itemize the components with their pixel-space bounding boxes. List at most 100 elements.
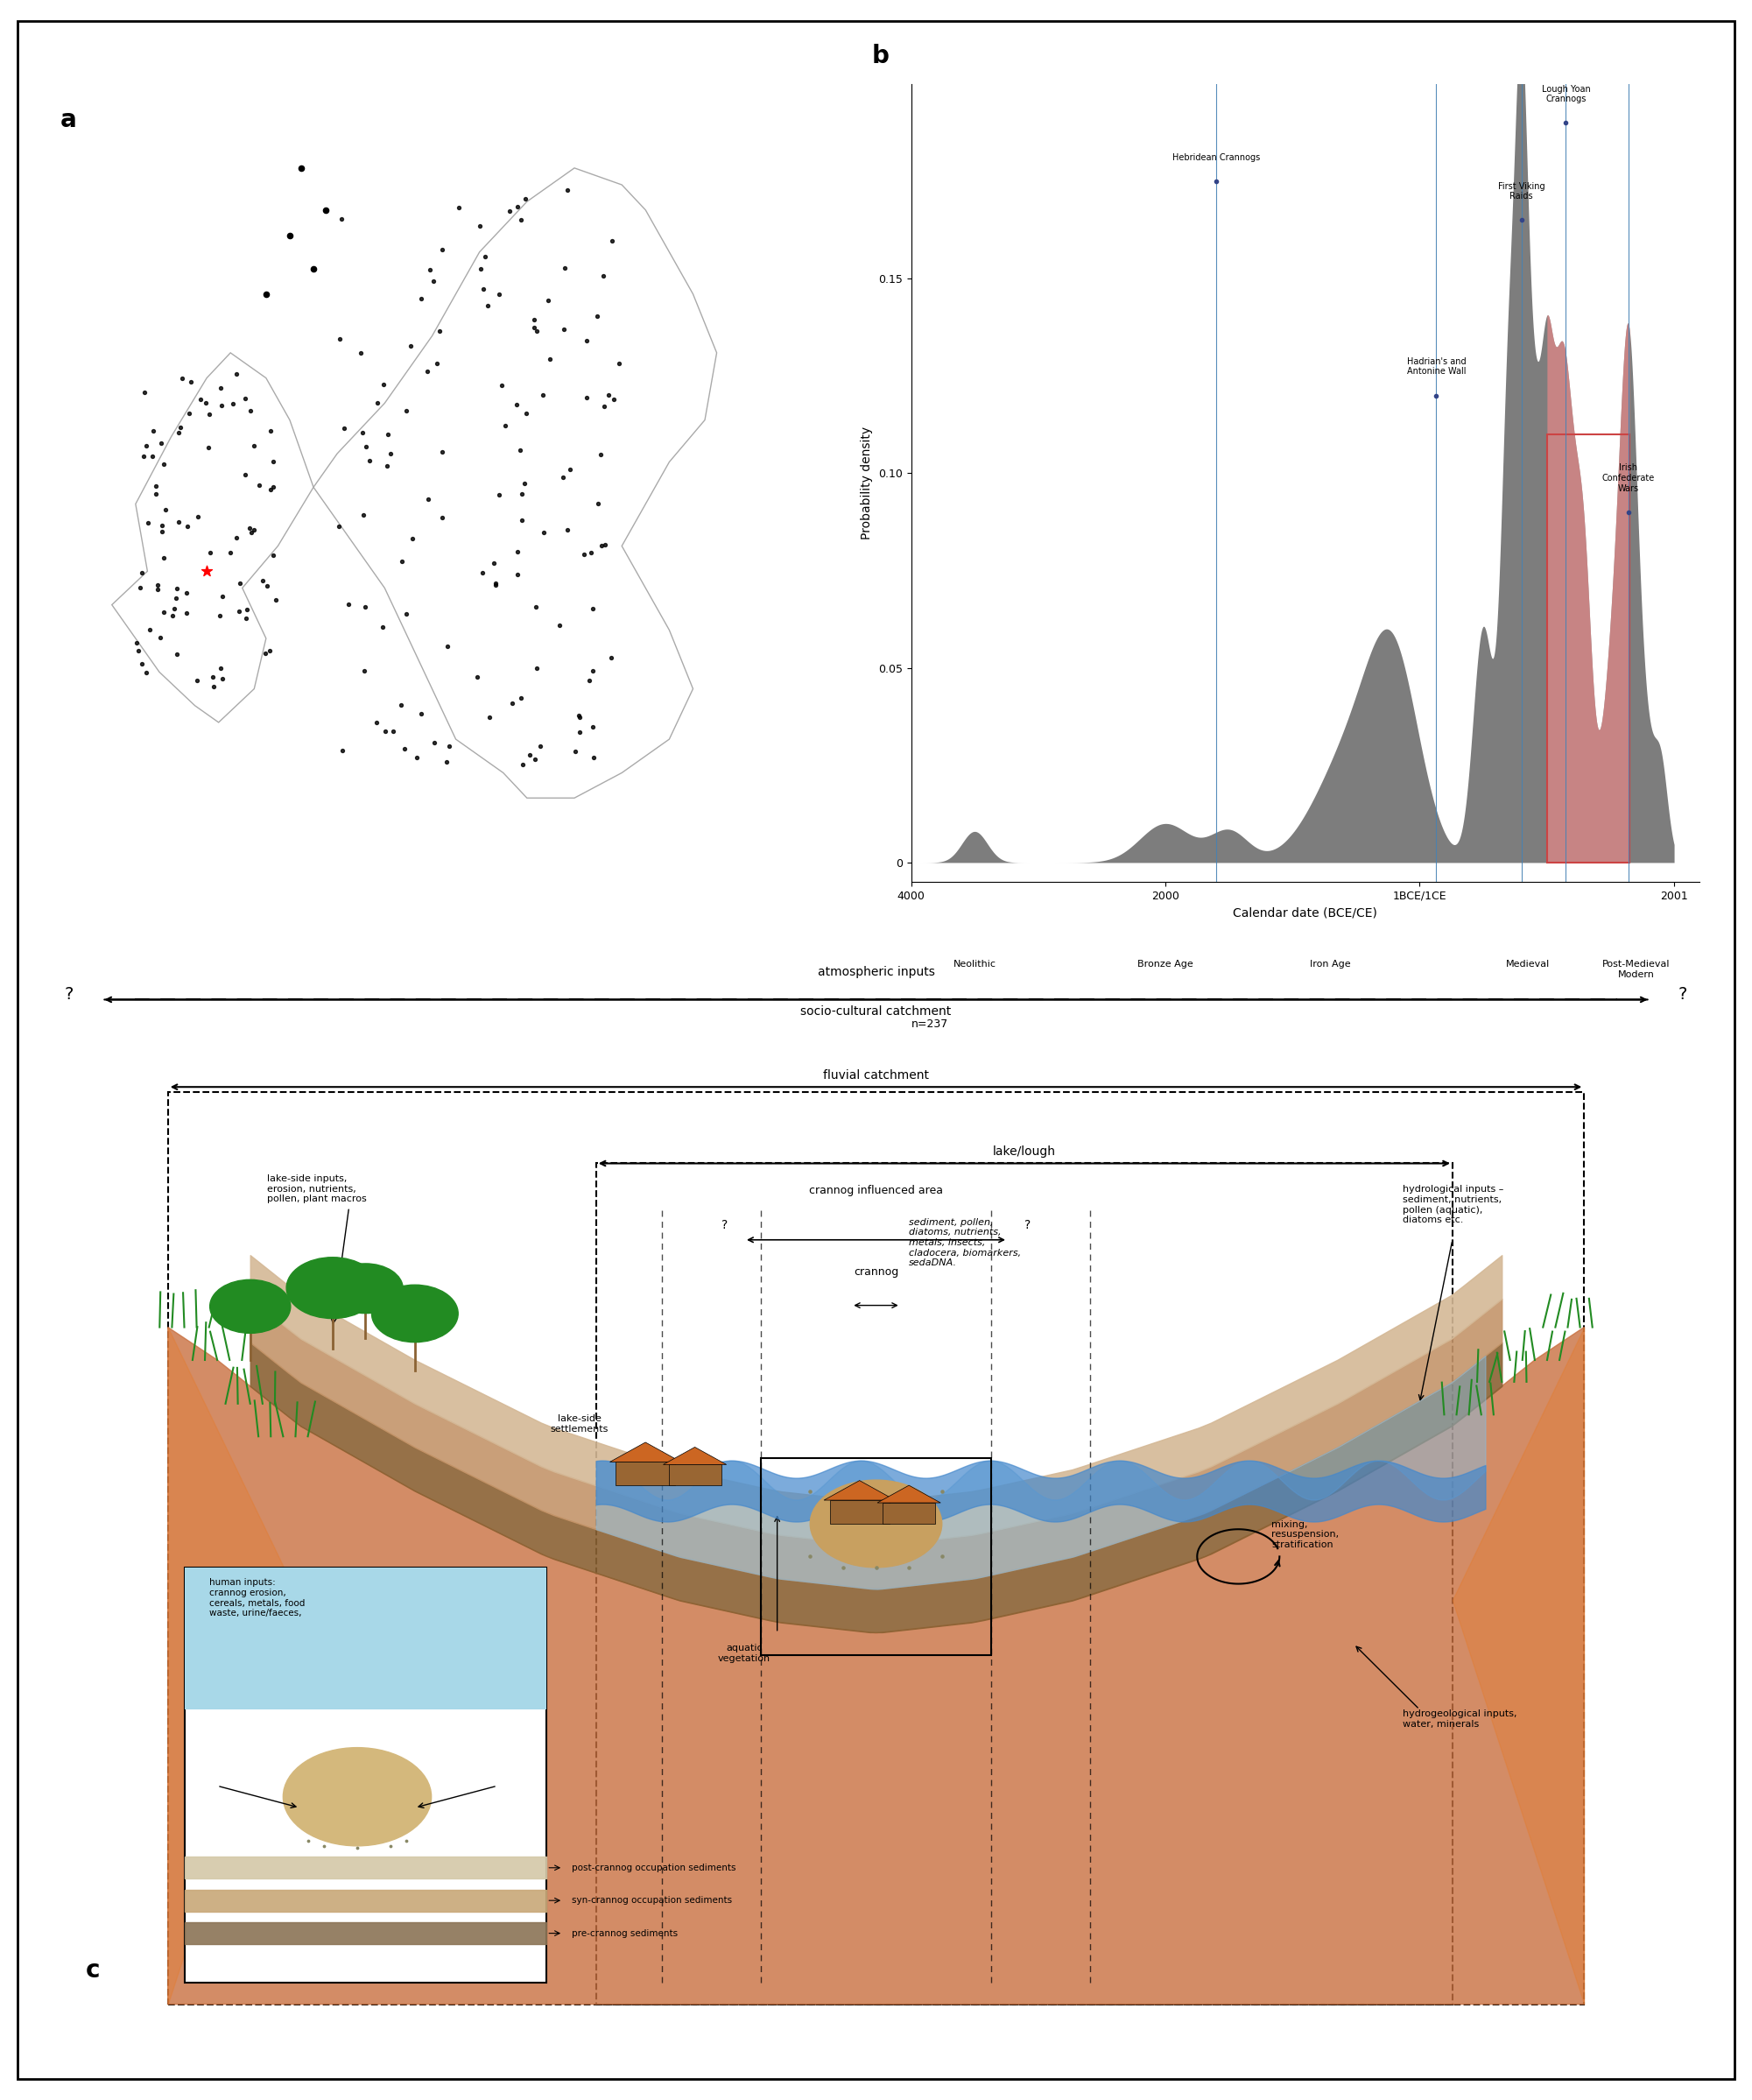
Point	[470, 273, 498, 307]
Point	[294, 1823, 322, 1856]
Polygon shape	[314, 168, 717, 798]
Point	[506, 680, 534, 714]
Point	[471, 239, 499, 273]
Point	[161, 582, 189, 615]
Point	[482, 567, 510, 601]
Point	[427, 233, 456, 267]
Point	[208, 662, 237, 695]
Text: hydrological inputs –
sediment, nutrients,
pollen (aquatic),
diatoms etc.: hydrological inputs – sediment, nutrient…	[1403, 1184, 1503, 1224]
Point	[466, 208, 494, 242]
Point	[343, 1831, 371, 1865]
Point	[391, 733, 419, 766]
Point	[555, 451, 583, 485]
Point	[795, 1474, 823, 1508]
Text: Iron Age: Iron Age	[1310, 960, 1351, 968]
Point	[352, 430, 380, 464]
Point	[434, 729, 463, 762]
Bar	[1547, 435, 1629, 863]
Point	[403, 741, 431, 775]
Point	[512, 183, 540, 216]
Point	[251, 636, 279, 670]
Point	[275, 218, 303, 252]
Point	[554, 512, 582, 546]
Point	[578, 710, 606, 743]
Point	[144, 569, 172, 603]
Point	[426, 315, 454, 349]
Point	[508, 748, 536, 781]
FancyBboxPatch shape	[184, 1567, 547, 1709]
Point	[300, 252, 328, 286]
Point	[131, 376, 159, 410]
Point	[415, 252, 443, 286]
Point	[597, 640, 625, 674]
Point	[231, 458, 259, 491]
Point	[215, 536, 244, 569]
Point	[427, 502, 456, 536]
Point	[347, 336, 375, 370]
Point	[145, 620, 173, 653]
Text: b: b	[872, 44, 888, 67]
Point	[184, 500, 212, 533]
Point	[165, 416, 193, 449]
Point	[550, 313, 578, 346]
Point	[496, 195, 524, 229]
Point	[477, 701, 505, 735]
Point	[475, 288, 503, 321]
Point	[135, 613, 163, 647]
Point	[862, 1550, 890, 1583]
X-axis label: Calendar date (BCE/CE): Calendar date (BCE/CE)	[1233, 907, 1377, 920]
Point	[534, 284, 562, 317]
Text: human inputs:
crannog erosion,
cereals, metals, food
waste, urine/faeces,: human inputs: crannog erosion, cereals, …	[208, 1579, 305, 1617]
Polygon shape	[878, 1485, 941, 1504]
Point	[149, 447, 177, 481]
Point	[193, 554, 221, 588]
Point	[517, 737, 545, 771]
Y-axis label: Probability density: Probability density	[860, 426, 872, 540]
Point	[147, 426, 175, 460]
Point	[356, 443, 384, 477]
Point	[165, 506, 193, 540]
Text: aquatic
vegetation: aquatic vegetation	[718, 1644, 771, 1663]
Polygon shape	[352, 1770, 405, 1785]
Bar	[321, 1783, 370, 1802]
Point	[159, 592, 187, 626]
Point	[583, 300, 611, 334]
Point	[590, 391, 618, 424]
Point	[173, 596, 201, 630]
Point	[413, 355, 442, 388]
Point	[550, 460, 578, 493]
Point	[377, 1829, 405, 1863]
Point	[506, 204, 534, 237]
FancyBboxPatch shape	[184, 1567, 547, 1982]
Point	[258, 473, 286, 506]
Point	[466, 252, 494, 286]
Point	[564, 699, 592, 733]
Point	[529, 378, 557, 412]
Point	[207, 372, 235, 405]
Point	[147, 514, 175, 548]
Point	[491, 410, 519, 443]
Point	[387, 544, 415, 578]
Polygon shape	[112, 353, 314, 722]
Point	[200, 670, 228, 704]
Point	[130, 439, 158, 472]
Point	[506, 433, 534, 466]
Text: crannog: crannog	[853, 1266, 899, 1279]
Point	[326, 321, 354, 355]
Point	[433, 630, 461, 664]
Point	[529, 514, 557, 548]
Point	[259, 445, 287, 479]
Bar	[615, 1462, 675, 1485]
Text: Hebridean Crannogs: Hebridean Crannogs	[1172, 153, 1260, 162]
Point	[238, 517, 266, 550]
Bar	[669, 1464, 722, 1485]
Text: fluvial catchment: fluvial catchment	[823, 1069, 929, 1082]
Point	[554, 174, 582, 208]
Point	[194, 430, 223, 464]
Point	[226, 594, 254, 628]
Point	[406, 281, 434, 315]
Point	[363, 386, 391, 420]
Point	[207, 388, 235, 422]
Point	[310, 1829, 338, 1863]
Point	[151, 596, 179, 630]
